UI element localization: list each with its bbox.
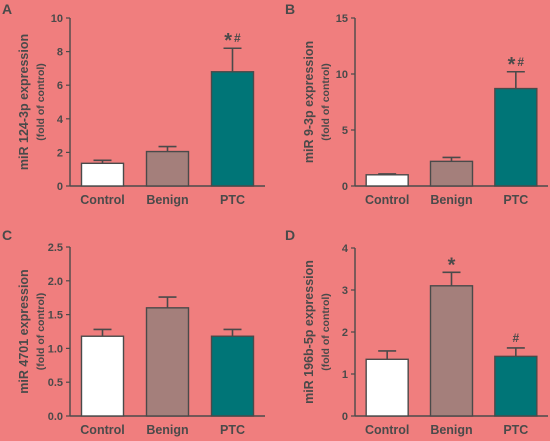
y-axis-subtitle: (fold of control) <box>35 63 47 141</box>
bar-control <box>365 174 409 187</box>
y-tick-label: 0 <box>342 181 348 193</box>
bar-benign <box>145 150 190 187</box>
y-tick-label: 1.0 <box>48 343 63 355</box>
y-tick-label: 2.0 <box>48 276 63 288</box>
x-category-label: Control <box>80 423 124 437</box>
y-axis-subtitle: (fold of control) <box>320 63 332 141</box>
y-tick-label: 2.5 <box>48 242 63 254</box>
chart-panel-c: C 0.0 0.5 1.0 1.5 2.0 2.5 miR 4701 expression (f… <box>2 227 265 437</box>
x-category-label: PTC <box>220 193 245 207</box>
y-tick-label: 0 <box>57 181 63 193</box>
y-tick-label: 4 <box>342 243 349 255</box>
y-axis-title: miR 4701 expression <box>17 269 31 393</box>
x-category-label: PTC <box>503 193 528 207</box>
y-axis-title: miR 196b-5p expression <box>302 260 316 404</box>
y-axis-title: miR 124-3p expression <box>17 34 31 170</box>
x-category-label: Benign <box>146 423 188 437</box>
y-tick-label: 0.5 <box>48 377 63 389</box>
x-category-label: PTC <box>220 423 245 437</box>
x-category-label: Benign <box>430 423 472 437</box>
y-tick-label: 2 <box>342 327 348 339</box>
x-category-label: Control <box>80 193 124 207</box>
y-tick-label: 1.5 <box>48 310 63 322</box>
bar-control <box>80 162 125 187</box>
panel-letter: A <box>2 1 12 17</box>
panel-letter: D <box>285 227 295 243</box>
y-tick-label: 10 <box>51 13 63 25</box>
bar-control <box>80 335 125 417</box>
bar-benign <box>429 160 474 187</box>
y-tick-label: 4 <box>57 114 64 126</box>
y-axis-title: miR 9-3p expression <box>302 41 316 163</box>
panel-letter: B <box>285 1 295 17</box>
y-tick-label: 5 <box>342 125 348 137</box>
x-category-label: Benign <box>430 193 472 207</box>
x-category-label: PTC <box>503 423 528 437</box>
y-tick-label: 1 <box>342 369 348 381</box>
x-category-label: Benign <box>146 193 188 207</box>
panel-letter: C <box>2 227 12 243</box>
y-tick-label: 0 <box>342 411 348 423</box>
significance-marker: * # <box>224 30 241 52</box>
bar-ptc <box>210 71 255 187</box>
bar-ptc <box>210 335 255 417</box>
bar-benign <box>429 285 474 417</box>
y-tick-label: 6 <box>57 80 63 92</box>
chart-panel-d: D 0 1 2 3 4 miR 196b-5p expression (fold of con… <box>285 227 548 437</box>
y-tick-label: 3 <box>342 285 348 297</box>
y-tick-label: 8 <box>57 47 63 59</box>
significance-marker: * <box>448 254 456 276</box>
bar-benign <box>145 307 190 417</box>
y-axis-subtitle: (fold of control) <box>320 293 332 371</box>
bar-ptc <box>494 355 538 417</box>
y-tick-label: 0.0 <box>48 411 63 423</box>
significance-marker: # <box>512 331 519 345</box>
x-category-label: Control <box>365 193 409 207</box>
bar-ptc <box>494 87 538 187</box>
y-tick-label: 2 <box>57 147 63 159</box>
chart-panel-a: A 0 2 4 6 8 10 miR 124-3p expression (fold of co… <box>2 1 265 207</box>
y-tick-label: 10 <box>336 69 348 81</box>
y-tick-label: 15 <box>336 13 348 25</box>
chart-panel-b: B 0 5 10 15 miR 9-3p expression (fold of contr… <box>285 1 548 207</box>
bar-control <box>365 358 409 417</box>
significance-marker: * # <box>508 54 525 76</box>
y-axis-subtitle: (fold of control) <box>35 293 47 371</box>
x-category-label: Control <box>365 423 409 437</box>
